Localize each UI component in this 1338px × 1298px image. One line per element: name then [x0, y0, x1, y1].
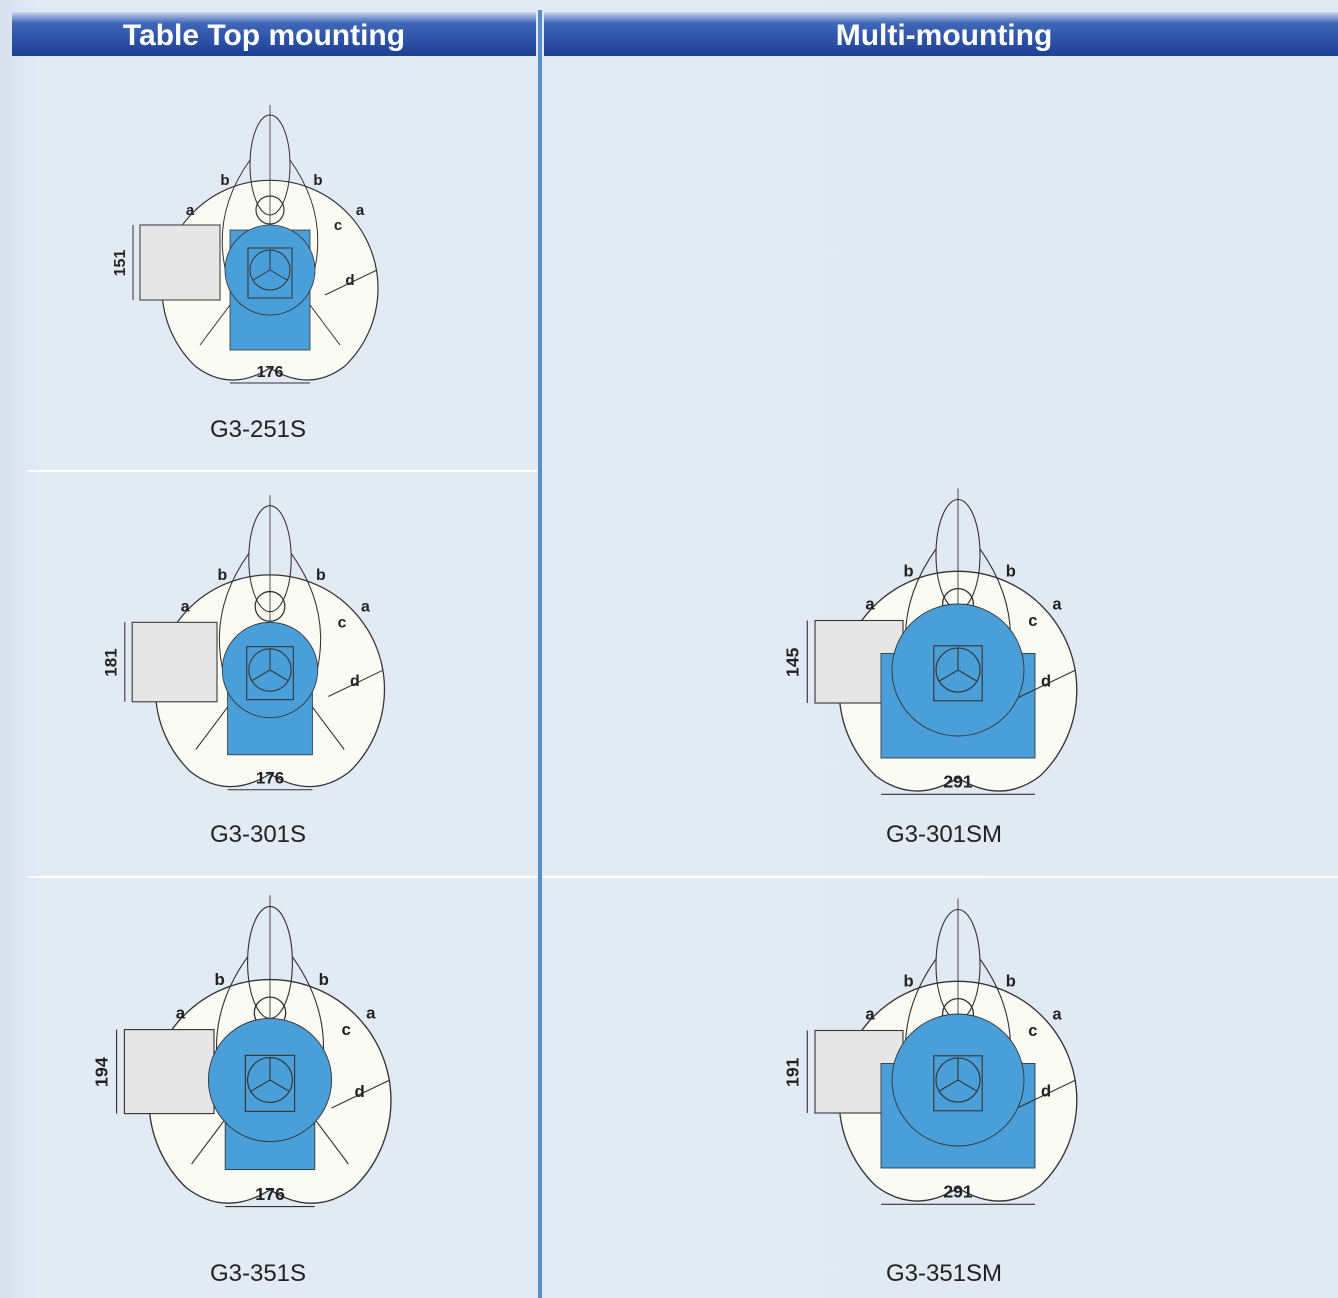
zone-label: a [865, 1006, 875, 1024]
zone-label: b [313, 172, 322, 189]
zone-label: a [361, 599, 370, 616]
dimension: 145 [783, 647, 803, 677]
column-title: Multi-mounting [836, 19, 1053, 52]
zone-label: c [1028, 612, 1037, 630]
side-box [140, 225, 220, 300]
zone-label: a [356, 202, 365, 219]
side-box [132, 622, 217, 702]
zone-label: d [1041, 673, 1051, 691]
dimension: 176 [256, 768, 284, 787]
zone-label: d [354, 1082, 364, 1101]
zone-label: d [350, 673, 360, 690]
zone-label: b [1006, 563, 1016, 581]
model-name: G3-351S [210, 1260, 306, 1287]
zone-label: c [1028, 1022, 1037, 1040]
zone-label: b [1006, 973, 1016, 991]
zone-label: d [1041, 1083, 1051, 1101]
column-divider [538, 10, 542, 1298]
dimension: 291 [943, 772, 973, 792]
zone-label: c [338, 615, 347, 632]
zone-label: c [334, 217, 342, 234]
zone-label: d [345, 272, 354, 289]
zone-label: b [903, 563, 913, 581]
dimension: 194 [92, 1057, 112, 1087]
dimension: 291 [943, 1182, 973, 1202]
zone-label: a [186, 202, 195, 219]
model-name: G3-351SM [886, 1260, 1002, 1287]
zone-label: a [366, 1003, 376, 1022]
dimension: 176 [255, 1184, 285, 1204]
model-name: G3-251S [210, 416, 306, 443]
dimension: 191 [783, 1057, 803, 1087]
zone-label: a [181, 599, 190, 616]
zone-label: b [319, 970, 329, 989]
zone-label: a [1052, 1006, 1062, 1024]
zone-label: b [903, 973, 913, 991]
dimension: 181 [101, 648, 120, 676]
zone-label: a [865, 596, 875, 614]
model-name: G3-301S [210, 821, 306, 848]
side-box [124, 1030, 214, 1114]
document: Table Top mounting Multi-mounting 151 176… [0, 0, 1338, 1298]
zone-label: c [341, 1020, 350, 1039]
zone-label: b [214, 970, 224, 989]
zone-label: b [217, 567, 227, 584]
dimension: 176 [257, 364, 284, 381]
column-title: Table Top mounting [123, 19, 405, 52]
model-name: G3-301SM [886, 821, 1002, 848]
zone-label: a [1052, 596, 1062, 614]
dimension: 151 [112, 250, 129, 277]
zone-label: b [316, 567, 326, 584]
zone-label: b [220, 172, 229, 189]
page: Table Top mounting Multi-mounting 151 176… [0, 0, 1338, 1298]
zone-label: a [176, 1003, 186, 1022]
